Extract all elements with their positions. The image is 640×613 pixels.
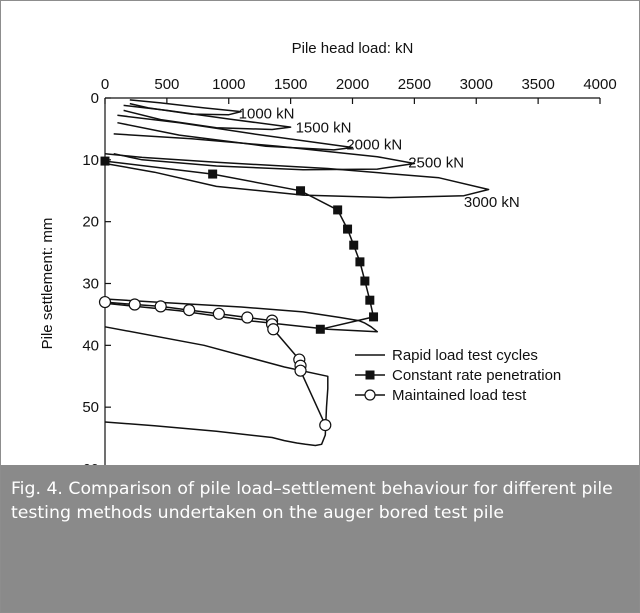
chart: 0 500 1000 1500 2000 2500 3000 3500 4000 0 10 20 30 4… bbox=[39, 40, 617, 465]
mlt-point bbox=[183, 303, 196, 317]
rapid-load-cycle-line bbox=[104, 152, 490, 199]
cycle-load-annotation: 2000 kN bbox=[346, 136, 402, 153]
y-tick-label: 0 bbox=[91, 90, 99, 107]
crp-line bbox=[104, 160, 375, 331]
y-tick-label: 40 bbox=[82, 337, 99, 354]
chart-legend: Rapid load test cycles Constant rate pene… bbox=[355, 347, 561, 404]
x-tick-label: 0 bbox=[101, 76, 109, 93]
rapid-load-cycle-line bbox=[104, 326, 329, 447]
legend-crp-label: Constant rate penetration bbox=[392, 367, 561, 384]
x-tick-label: 2500 bbox=[398, 76, 431, 93]
cycle-load-annotation: 2500 kN bbox=[408, 154, 464, 171]
legend-crp-swatch-marker bbox=[365, 370, 375, 380]
mlt-point bbox=[294, 364, 307, 377]
cycle-load-annotation: 1500 kN bbox=[296, 120, 352, 137]
crp-point bbox=[349, 240, 359, 250]
mlt-point bbox=[154, 300, 167, 313]
mlt-point bbox=[241, 311, 254, 324]
mlt-point bbox=[267, 323, 280, 336]
crp-point bbox=[100, 156, 110, 166]
x-tick-label: 4000 bbox=[583, 76, 616, 93]
legend-rapid-label: Rapid load test cycles bbox=[392, 347, 538, 364]
crp-point bbox=[343, 224, 353, 234]
y-tick-label: 50 bbox=[82, 399, 99, 416]
x-tick-label: 1000 bbox=[212, 76, 245, 93]
figure-caption: Fig. 4. Comparison of pile load–settleme… bbox=[11, 479, 613, 523]
chart-axes: 0 500 1000 1500 2000 2500 3000 3500 4000 0 10 20 30 4… bbox=[39, 40, 617, 465]
y-axis-title: Pile settlement: mm bbox=[39, 218, 56, 350]
x-tick-label: 3500 bbox=[521, 76, 554, 93]
y-tick-label: 20 bbox=[82, 214, 99, 231]
rapid-load-cycle-line bbox=[117, 114, 354, 151]
y-tick-label: 30 bbox=[82, 276, 99, 293]
crp-point bbox=[333, 205, 343, 215]
mlt-point bbox=[319, 418, 332, 432]
chart-series bbox=[98, 99, 490, 447]
x-tick-label: 500 bbox=[154, 76, 179, 93]
crp-point bbox=[208, 169, 218, 179]
cycle-load-annotation: 1000 kN bbox=[239, 105, 295, 122]
mlt-point bbox=[128, 298, 141, 311]
crp-point bbox=[369, 312, 379, 322]
crp-point bbox=[360, 276, 370, 286]
x-tick-label: 3000 bbox=[460, 76, 493, 93]
crp-point bbox=[355, 257, 365, 267]
y-tick-label: 10 bbox=[82, 152, 99, 169]
mlt-point bbox=[212, 307, 225, 320]
rapid-load-cycle-line bbox=[113, 133, 416, 171]
x-tick-label: 2000 bbox=[336, 76, 369, 93]
mlt-line bbox=[104, 301, 326, 426]
x-tick-label: 1500 bbox=[274, 76, 307, 93]
figure-caption-box: Fig. 4. Comparison of pile load–settleme… bbox=[1, 465, 639, 612]
crp-point bbox=[296, 186, 306, 196]
mlt-point bbox=[98, 295, 112, 309]
cycle-load-annotation: 3000 kN bbox=[464, 194, 520, 211]
x-axis-title: Pile head load: kN bbox=[292, 40, 414, 57]
y-tick-label: 60 bbox=[82, 461, 99, 465]
crp-point bbox=[315, 324, 325, 334]
rapid-load-cycle-line bbox=[104, 298, 379, 333]
legend-mlt-swatch-marker bbox=[364, 389, 376, 401]
crp-point bbox=[365, 295, 375, 305]
legend-mlt-label: Maintained load test bbox=[392, 387, 527, 404]
